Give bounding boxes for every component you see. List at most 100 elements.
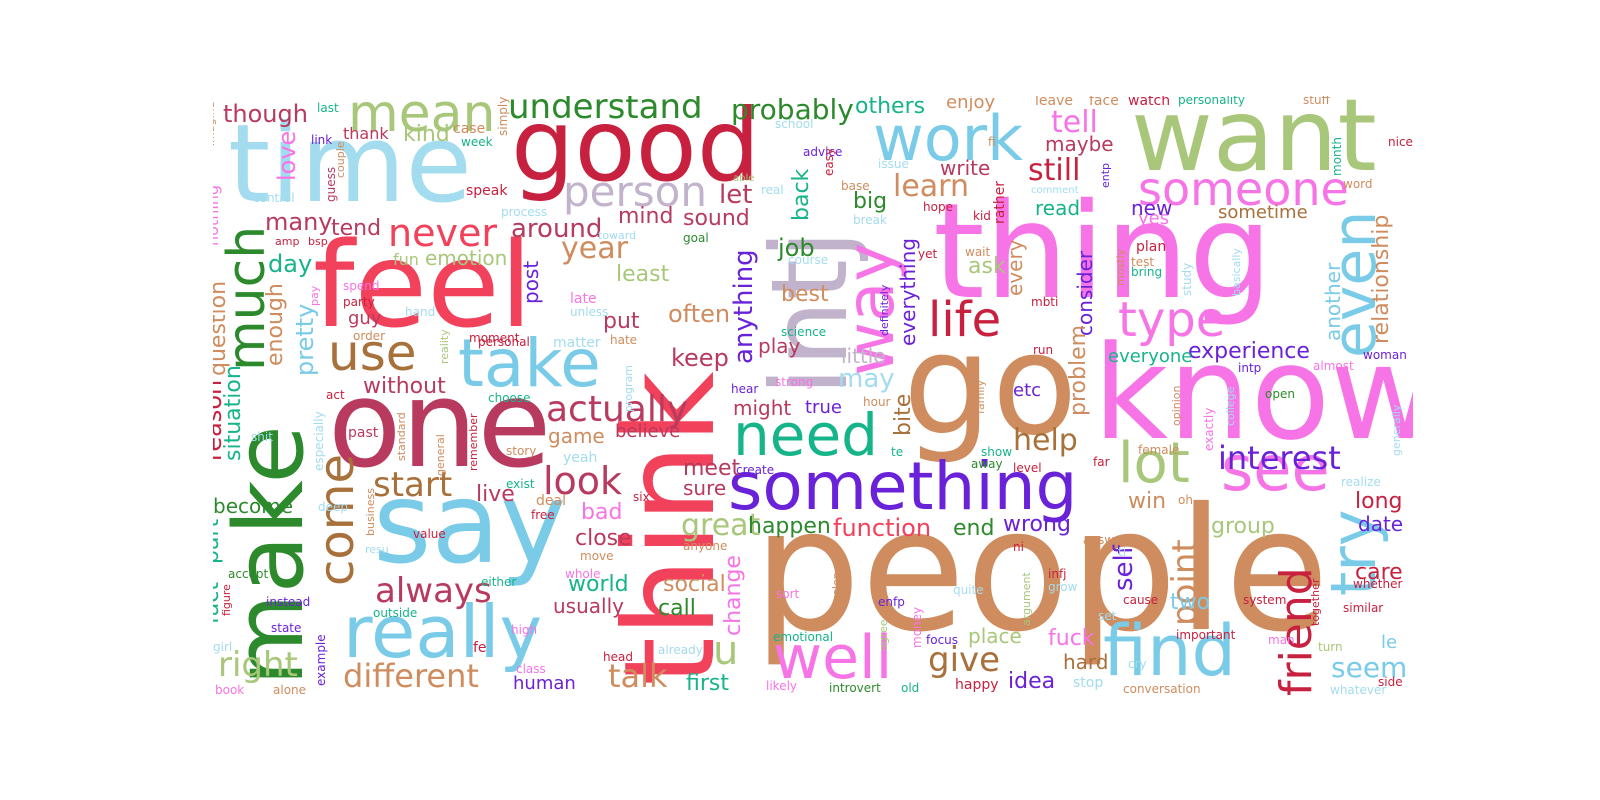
word-pretty: pretty — [291, 303, 319, 376]
word-act: act — [326, 388, 345, 402]
word-bite: bite — [891, 393, 916, 436]
word-ti: ti — [1118, 545, 1127, 559]
word-type: type — [1118, 292, 1226, 348]
word-best: best — [781, 282, 829, 307]
word-move: move — [580, 549, 614, 563]
word-open: open — [1265, 387, 1295, 401]
word-high: high — [511, 623, 538, 637]
word-right: right — [218, 645, 298, 685]
word-another: another — [1321, 262, 1345, 341]
word-important: important — [1176, 628, 1236, 642]
word-speak: speak — [466, 183, 508, 199]
word-order: order — [353, 329, 385, 343]
word-change: change — [721, 555, 746, 636]
word-many: many — [265, 208, 333, 236]
word-someone: someone — [1138, 162, 1349, 216]
word-stuff: stuff — [1303, 96, 1330, 107]
word-book: book — [215, 683, 245, 697]
word-run: run — [1033, 343, 1054, 357]
word-ni: ni — [1013, 540, 1024, 554]
word-keep: keep — [671, 344, 729, 372]
word-everyone: everyone — [1108, 346, 1193, 367]
word-exist: exist — [506, 477, 535, 491]
word-fi: fi — [988, 135, 996, 149]
word-set: set — [1098, 609, 1117, 623]
word-te: te — [891, 445, 904, 459]
word-likely: likely — [766, 679, 798, 693]
word-everything: everything — [896, 238, 920, 346]
word-relationship: relationship — [1369, 214, 1394, 344]
word-find: find — [1103, 610, 1236, 692]
word-plan: plan — [1136, 239, 1167, 255]
word-test: test — [1131, 255, 1155, 269]
word-advice: advice — [803, 145, 843, 159]
word-time: time — [228, 102, 473, 227]
word-maybe: maybe — [1045, 132, 1114, 156]
word-rather: rather — [992, 180, 1008, 224]
word-goal: goal — [683, 231, 709, 245]
word-write: write — [940, 156, 991, 180]
word-class: class — [516, 662, 546, 676]
word-happen: happen — [748, 514, 831, 539]
word-cause: cause — [1123, 593, 1159, 607]
word-wrong: wrong — [1003, 512, 1071, 537]
word-ask: ask — [968, 254, 1006, 279]
word-develop: develop — [830, 572, 843, 616]
word-deal: deal — [536, 493, 566, 509]
word-unless: unless — [570, 305, 609, 319]
word-wait: wait — [965, 245, 991, 259]
word-let: let — [719, 180, 753, 210]
word-generally: generally — [1390, 404, 1403, 456]
word-argument: argument — [1020, 572, 1033, 626]
word-usually: usually — [553, 594, 624, 618]
word-emotional: emotional — [773, 630, 834, 644]
word-long: long — [1355, 489, 1403, 514]
word-consider: consider — [1073, 250, 1097, 336]
word-become: become — [213, 494, 294, 518]
word-anyone: anyone — [683, 539, 728, 553]
word-reality: reality — [438, 329, 451, 364]
word-two: two — [1170, 590, 1211, 615]
word-turn: turn — [1318, 640, 1343, 654]
word-create: create — [736, 463, 775, 477]
word-lot: lot — [1118, 431, 1190, 496]
word-six: six — [633, 490, 650, 504]
word-girl: girl — [213, 640, 233, 654]
word-tell: tell — [1051, 105, 1098, 140]
word-quite: quite — [953, 583, 984, 597]
word-grow: grow — [1048, 580, 1078, 594]
word-away: away — [971, 457, 1003, 471]
word-post: post — [519, 260, 543, 304]
word-enough: enough — [263, 283, 288, 366]
word-opinion: opinion — [1170, 385, 1183, 427]
word-u: u — [713, 628, 739, 674]
word-comment: comment — [1031, 185, 1079, 196]
word-question: question — [213, 280, 231, 376]
word-together: together — [1309, 578, 1322, 626]
word-amp: amp — [275, 235, 300, 248]
word-deep: deep — [318, 500, 348, 514]
word-spend: spend — [343, 279, 380, 293]
word-able: able — [733, 173, 755, 184]
word-job: job — [778, 234, 815, 262]
word-come: come — [309, 453, 365, 586]
word-help: help — [1013, 423, 1078, 458]
word-start: start — [373, 465, 453, 505]
word-real: real — [761, 183, 784, 197]
word-past: past — [348, 425, 379, 441]
word-see: see — [1221, 432, 1330, 505]
word-first: first — [686, 671, 729, 696]
word-often: often — [668, 300, 731, 328]
word-moment: moment — [469, 331, 520, 345]
word-use: use — [328, 324, 417, 382]
word-introvert: introvert — [829, 681, 881, 695]
word-really: really — [343, 590, 543, 674]
word-tend: tend — [331, 216, 382, 241]
word-sound: sound — [683, 206, 750, 231]
word-well: well — [773, 623, 893, 693]
word-woman: woman — [1363, 348, 1407, 362]
word-already: already — [658, 643, 703, 657]
word-hate: hate — [610, 333, 638, 347]
word-need: need — [733, 401, 878, 469]
word-win: win — [1128, 489, 1167, 514]
